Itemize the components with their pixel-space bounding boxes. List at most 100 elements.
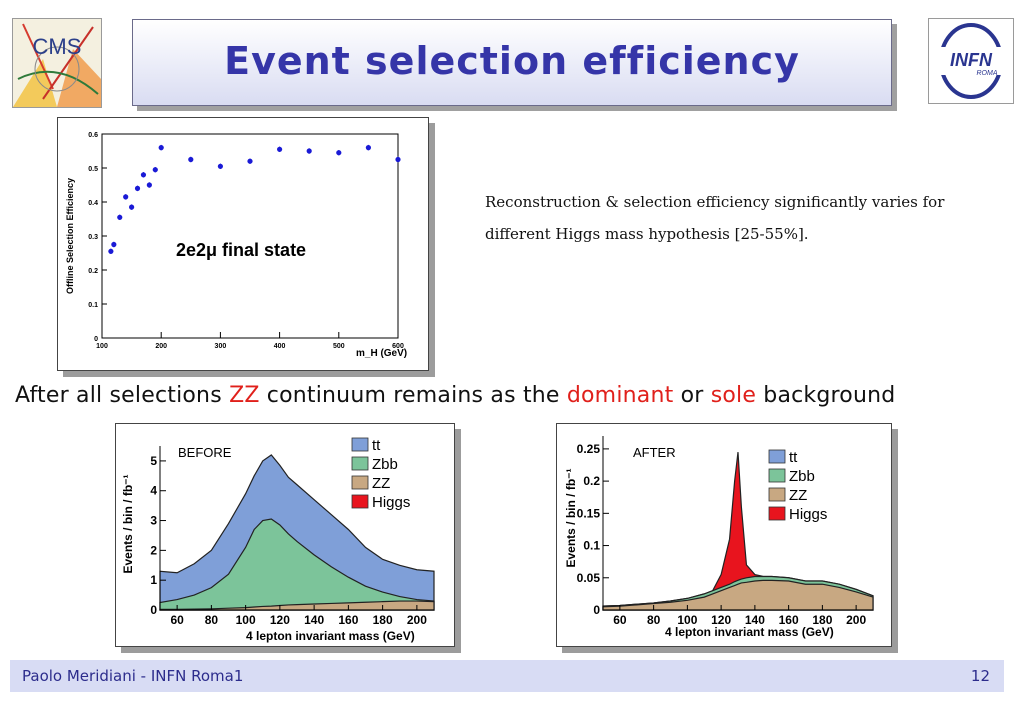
efficiency-plot-area	[101, 133, 399, 339]
cms-logo: CMS	[12, 18, 102, 108]
before-legend-label: tt	[372, 437, 381, 454]
after-y-tick-label: 0.15	[577, 506, 601, 520]
after-y-tick-label: 0.2	[583, 474, 600, 488]
efficiency-data-point	[123, 194, 129, 200]
efficiency-y-tick-label: 0	[94, 336, 98, 343]
before-tag: BEFORE	[178, 445, 232, 460]
efficiency-data-point	[336, 150, 342, 156]
cms-logo-graphic: CMS	[13, 19, 101, 107]
before-legend-label: Zbb	[372, 456, 398, 473]
after-y-tick-label: 0.25	[577, 442, 601, 456]
after-legend-swatch	[768, 487, 786, 502]
efficiency-y-tick-label: 0.1	[88, 302, 98, 309]
efficiency-data-point	[158, 145, 164, 151]
before-x-tick-label: 160	[338, 613, 358, 627]
infn-logo: INFN ROMA	[928, 18, 1014, 104]
efficiency-data-point	[117, 214, 123, 220]
efficiency-x-tick-label: 500	[333, 343, 345, 350]
infn-logo-text: INFN	[950, 50, 993, 70]
efficiency-x-tick-label: 100	[96, 343, 108, 350]
before-x-tick-label: 100	[236, 613, 256, 627]
before-y-tick-label: 2	[150, 543, 157, 557]
footer-author: Paolo Meridiani - INFN Roma1	[22, 667, 244, 685]
efficiency-x-tick-label: 200	[155, 343, 167, 350]
statement-highlight-dominant: dominant	[566, 383, 674, 408]
page-title: Event selection efficiency	[224, 39, 800, 83]
before-legend-swatch	[351, 437, 369, 452]
statement-part-4: background	[756, 383, 896, 408]
final-state-label: 2e2μ final state	[176, 240, 306, 260]
statement-part-1: After all selections	[15, 383, 230, 408]
description-line-2: different Higgs mass hypothesis [25-55%]…	[485, 225, 809, 243]
description: Reconstruction & selection efficiency si…	[485, 186, 995, 250]
statement-highlight-sole: sole	[710, 383, 757, 408]
after-legend-swatch	[768, 468, 786, 483]
after-x-tick-label: 120	[711, 613, 731, 627]
efficiency-y-tick-label: 0.2	[88, 268, 98, 275]
efficiency-x-tick-label: 400	[274, 343, 286, 350]
before-legend-swatch	[351, 456, 369, 471]
efficiency-data-point	[365, 145, 371, 151]
efficiency-chart: 0 0.1 0.2 0.3 0.4 0.5 0.6 100 200 300 400 500 600 2e…	[65, 132, 407, 359]
before-series-zz	[159, 600, 435, 611]
efficiency-y-tick-label: 0.3	[88, 234, 98, 241]
after-y-tick-label: 0	[593, 603, 600, 617]
after-legend-label: Zbb	[789, 468, 815, 485]
before-chart: 60 80 100 120 140 160 180 200 0 1 2 3 4 5 BEFORE tt Zb…	[121, 437, 435, 643]
efficiency-data-point	[134, 185, 141, 191]
statement-highlight-zz: ZZ	[229, 383, 260, 408]
after-legend-label: tt	[789, 449, 798, 466]
efficiency-data-point	[129, 204, 135, 210]
before-x-tick-label: 180	[373, 613, 393, 627]
after-y-tick-label: 0.05	[577, 571, 601, 585]
footer-bar: Paolo Meridiani - INFN Roma1 12	[10, 660, 1004, 692]
efficiency-data-point	[188, 156, 194, 163]
before-x-tick-label: 140	[304, 613, 324, 627]
efficiency-y-axis-label: Offline Selection Efficiency	[65, 178, 75, 294]
after-tag: AFTER	[633, 445, 676, 460]
before-x-tick-label: 200	[407, 613, 427, 627]
after-x-tick-label: 180	[812, 613, 832, 627]
efficiency-y-tick-label: 0.5	[88, 166, 98, 173]
before-y-tick-label: 5	[150, 454, 157, 468]
after-x-tick-label: 140	[745, 613, 765, 627]
infn-logo-subtext: ROMA	[977, 70, 998, 77]
before-y-tick-label: 4	[150, 484, 157, 498]
after-x-axis-label: 4 lepton invariant mass (GeV)	[665, 625, 834, 639]
efficiency-x-axis-label: m_H (GeV)	[356, 348, 407, 359]
before-y-tick-label: 3	[150, 514, 157, 528]
before-plot: 60 80 100 120 140 160 180 200 0 1 2 3 4 5 BEFORE tt Zb…	[115, 423, 455, 647]
before-x-tick-label: 120	[270, 613, 290, 627]
before-x-axis-label: 4 lepton invariant mass (GeV)	[246, 629, 415, 643]
efficiency-data-point	[395, 156, 401, 163]
after-y-axis-label: Events / bin / fb⁻¹	[564, 468, 578, 567]
efficiency-data-point	[111, 241, 117, 248]
before-y-axis-label: Events / bin / fb⁻¹	[121, 474, 135, 573]
efficiency-y-tick-label: 0.4	[88, 200, 98, 207]
efficiency-y-tick-label: 0.6	[88, 132, 98, 139]
statement-part-3: or	[673, 383, 711, 408]
page-number: 12	[970, 667, 990, 685]
after-series-zz	[602, 579, 874, 611]
after-y-tick-label: 0.1	[583, 539, 600, 553]
efficiency-x-tick-label: 600	[392, 343, 404, 350]
before-y-tick-label: 0	[150, 603, 157, 617]
conclusion-statement: After all selections ZZ continuum remain…	[15, 383, 895, 408]
efficiency-data-point	[217, 163, 223, 169]
before-series-zbb	[159, 518, 435, 611]
title-box: Event selection efficiency	[132, 19, 892, 106]
efficiency-x-tick-label: 300	[215, 343, 227, 350]
after-x-tick-label: 100	[677, 613, 697, 627]
description-line-1: Reconstruction & selection efficiency si…	[485, 193, 945, 211]
efficiency-data-point	[146, 182, 152, 188]
efficiency-plot: 0 0.1 0.2 0.3 0.4 0.5 0.6 100 200 300 400 500 600 2e…	[57, 117, 429, 371]
cms-logo-text: CMS	[33, 34, 82, 59]
before-legend-swatch	[351, 475, 369, 490]
statement-part-2: continuum remains as the	[259, 383, 567, 408]
before-x-tick-label: 80	[205, 613, 219, 627]
after-plot: 60 80 100 120 140 160 180 200 0 0.05 0.1 0.15 0.2 0.2…	[556, 423, 892, 647]
after-x-tick-label: 80	[647, 613, 661, 627]
before-series-tt	[159, 454, 435, 611]
efficiency-data-point	[108, 248, 114, 254]
after-legend-swatch	[768, 449, 786, 464]
